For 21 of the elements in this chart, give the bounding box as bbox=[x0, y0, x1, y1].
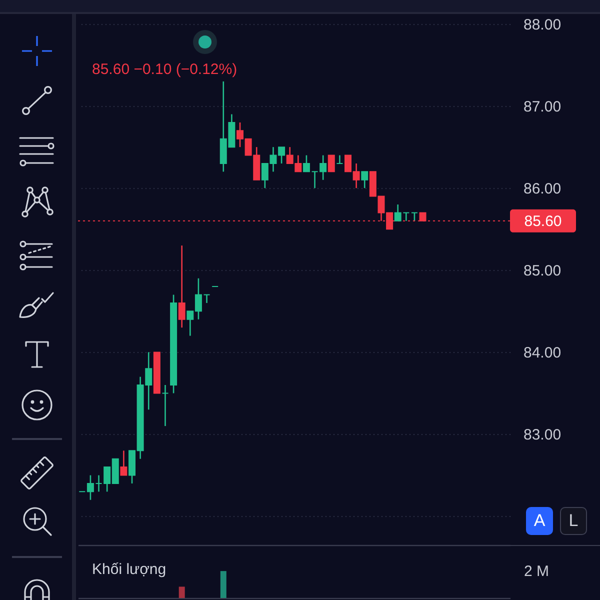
candlestick bbox=[120, 450, 128, 476]
candlestick bbox=[203, 294, 210, 304]
y-tick-label: 84.00 bbox=[524, 344, 562, 362]
candlestick bbox=[328, 154, 335, 172]
y-tick-label: 88.00 bbox=[524, 16, 562, 34]
a-button: A bbox=[526, 507, 553, 535]
ref-line-label: 85.60 bbox=[524, 212, 562, 230]
candlestick bbox=[302, 154, 310, 172]
candlestick bbox=[86, 474, 94, 501]
y-tick-label: 85.00 bbox=[524, 262, 562, 280]
text: 2 M bbox=[524, 563, 550, 580]
text: 85.60 −0.10 (−0.12%) bbox=[92, 61, 238, 78]
y-tick-label: 83.00 bbox=[524, 426, 562, 444]
y-tick-label: 87.00 bbox=[524, 98, 562, 116]
y-tick-label: 86.00 bbox=[524, 180, 562, 198]
candlestick bbox=[178, 244, 186, 328]
candlestick bbox=[361, 171, 368, 189]
chart-title: Khối lượng bbox=[92, 561, 166, 578]
candlestick bbox=[336, 154, 344, 164]
candlestick bbox=[162, 384, 169, 427]
l-button: L bbox=[560, 507, 587, 535]
